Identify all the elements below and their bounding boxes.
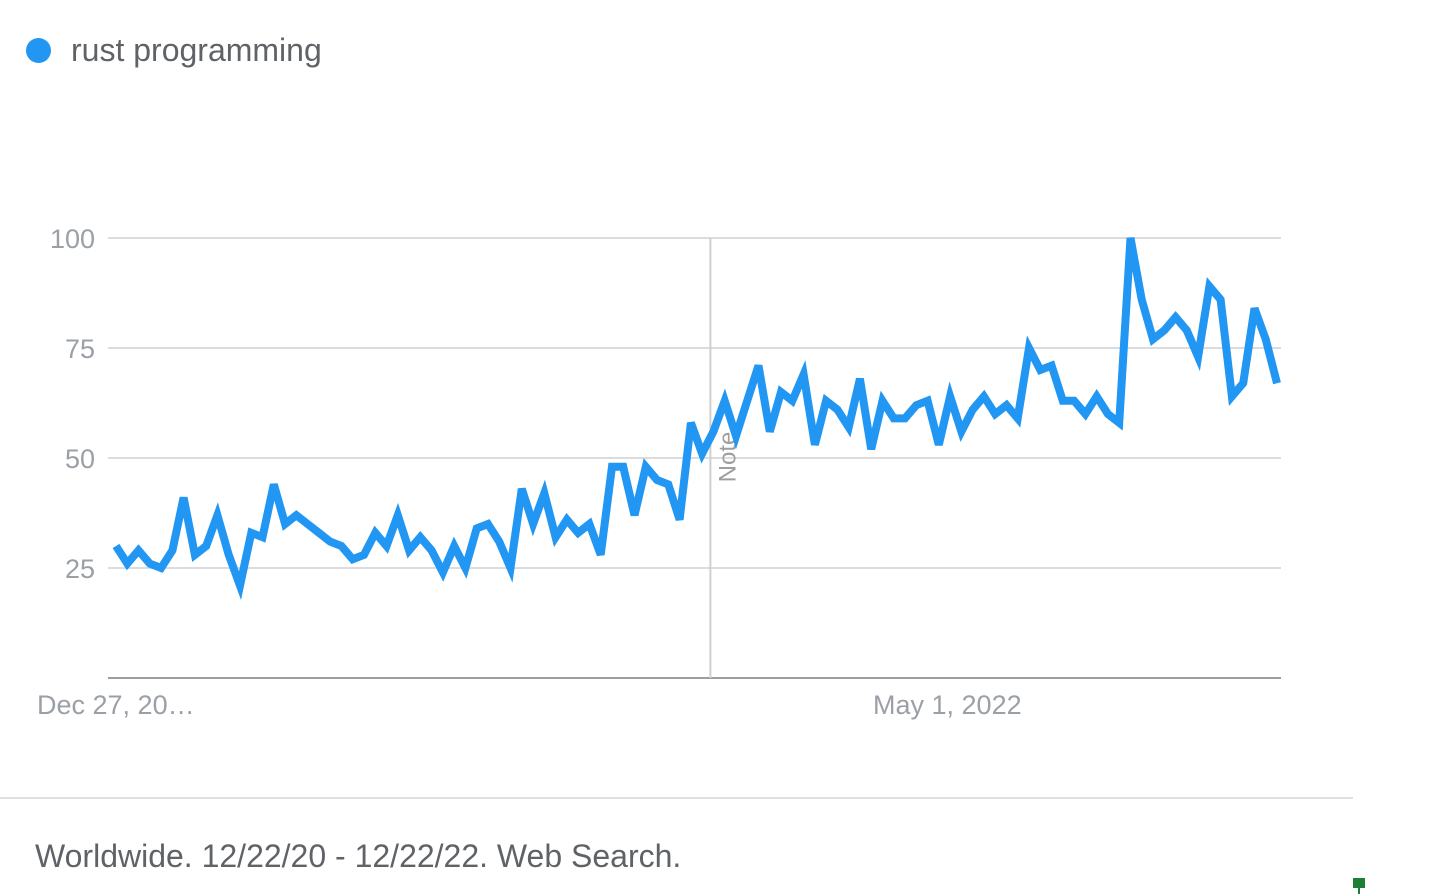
y-tick-label: 25 xyxy=(65,554,95,584)
series-line[interactable] xyxy=(112,237,1281,600)
legend-series-label: rust programming xyxy=(71,31,322,68)
footer-divider xyxy=(0,797,1353,799)
x-tick-label: Dec 27, 20… xyxy=(37,690,195,720)
y-tick-label: 100 xyxy=(50,224,95,254)
x-tick-label: May 1, 2022 xyxy=(873,690,1022,720)
corner-marker-icon xyxy=(1353,878,1365,894)
y-tick-label: 75 xyxy=(65,334,95,364)
y-tick-label: 50 xyxy=(65,444,95,474)
legend-series-dot xyxy=(26,37,51,63)
legend[interactable]: rust programming xyxy=(26,30,322,70)
footer-caption: Worldwide. 12/22/20 - 12/22/22. Web Sear… xyxy=(35,838,682,874)
